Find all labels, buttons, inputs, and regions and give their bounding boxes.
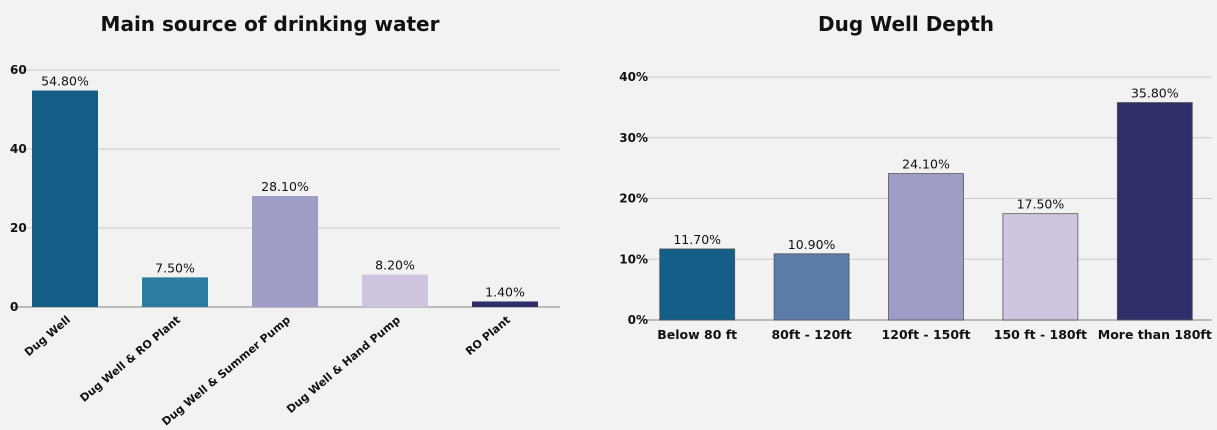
- chart2-title: Dug Well Depth: [818, 12, 994, 36]
- chart2-data-label: 10.90%: [788, 237, 836, 252]
- chart1-data-label: 8.20%: [375, 258, 415, 273]
- chart2-bar: [659, 248, 736, 321]
- chart2-bar: [1116, 102, 1193, 321]
- chart1-title: Main source of drinking water: [101, 12, 440, 36]
- chart2-bar: [773, 253, 850, 321]
- chart1-bar: [252, 196, 318, 307]
- chart1-data-label: 28.10%: [261, 179, 309, 194]
- chart2-y-tick-label: 20%: [619, 192, 648, 206]
- chart2-data-label: 17.50%: [1017, 197, 1065, 212]
- chart1-data-label: 7.50%: [155, 260, 195, 275]
- chart1-y-tick-label: 40: [10, 142, 27, 156]
- chart1-y-tick-label: 20: [10, 221, 27, 235]
- chart2-bar: [1002, 213, 1079, 321]
- chart1-y-tick-label: 60: [10, 63, 27, 77]
- chart1-category-label: RO Plant: [463, 313, 513, 358]
- chart1-y-tick-label: 0: [10, 300, 18, 314]
- chart2-y-tick-label: 40%: [619, 70, 648, 84]
- chart2-category-label: Below 80 ft: [657, 327, 737, 342]
- chart2-bar: [888, 173, 964, 321]
- chart2-category-label: 150 ft - 180ft: [994, 327, 1087, 342]
- chart2-category-label: 80ft - 120ft: [771, 327, 851, 342]
- chart2-y-tick-label: 10%: [619, 252, 648, 266]
- chart2-data-label: 35.80%: [1131, 86, 1179, 101]
- chart1-bar: [32, 90, 98, 307]
- chart1-bar: [362, 274, 428, 307]
- chart1-bar: [472, 301, 538, 307]
- chart1-category-label: Dug Well: [22, 313, 73, 359]
- chart1-data-label: 1.40%: [485, 284, 525, 299]
- chart2-data-label: 11.70%: [673, 232, 721, 247]
- chart2-category-label: More than 180ft: [1098, 327, 1212, 342]
- chart1-data-label: 54.80%: [41, 74, 89, 89]
- chart1-category-label: Dug Well & RO Plant: [78, 313, 183, 404]
- chart1-category-label: Dug Well & Hand Pump: [284, 313, 403, 416]
- chart1-bar: [142, 277, 208, 307]
- chart2-category-label: 120ft - 150ft: [882, 327, 971, 342]
- chart2-y-tick-label: 0%: [628, 313, 648, 327]
- chart-main-source-drinking-water: Main source of drinking water 0 20 40 60 54…: [10, 12, 560, 428]
- chart2-y-tick-label: 30%: [619, 131, 648, 145]
- chart2-data-label: 24.10%: [902, 157, 950, 172]
- chart1-category-label: Dug Well & Summer Pump: [159, 313, 293, 428]
- chart-dug-well-depth: Dug Well Depth 0% 10% 20% 30% 40% 11.70% Belo…: [619, 12, 1212, 342]
